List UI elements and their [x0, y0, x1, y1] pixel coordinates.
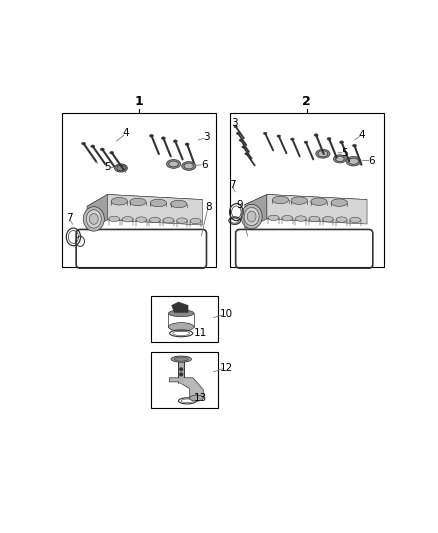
Text: 3: 3	[231, 117, 238, 127]
Ellipse shape	[171, 356, 191, 362]
Ellipse shape	[350, 217, 360, 223]
Ellipse shape	[83, 207, 104, 231]
Ellipse shape	[339, 141, 344, 143]
Ellipse shape	[290, 138, 294, 140]
Text: 8: 8	[205, 201, 212, 212]
Ellipse shape	[282, 215, 293, 221]
Ellipse shape	[161, 137, 166, 140]
Ellipse shape	[109, 216, 120, 222]
Text: 7: 7	[66, 213, 72, 223]
Ellipse shape	[86, 210, 101, 228]
Text: 4: 4	[123, 128, 129, 139]
Ellipse shape	[241, 204, 262, 229]
Polygon shape	[245, 195, 267, 229]
Text: 5: 5	[342, 148, 348, 158]
Ellipse shape	[333, 155, 346, 163]
Ellipse shape	[150, 199, 166, 207]
Text: 10: 10	[219, 309, 233, 319]
Ellipse shape	[331, 199, 347, 206]
Ellipse shape	[263, 132, 267, 134]
Ellipse shape	[110, 151, 114, 154]
Ellipse shape	[316, 149, 330, 158]
Ellipse shape	[247, 211, 256, 222]
Ellipse shape	[239, 139, 243, 141]
Ellipse shape	[327, 138, 331, 140]
Ellipse shape	[184, 163, 194, 169]
Ellipse shape	[114, 164, 127, 172]
Ellipse shape	[81, 142, 86, 145]
Ellipse shape	[174, 357, 188, 361]
Ellipse shape	[100, 148, 104, 151]
Bar	[152, 296, 218, 342]
Polygon shape	[87, 195, 202, 212]
Ellipse shape	[245, 152, 248, 155]
Polygon shape	[172, 302, 188, 312]
Ellipse shape	[190, 218, 201, 224]
Ellipse shape	[111, 198, 127, 205]
Ellipse shape	[336, 156, 344, 161]
Ellipse shape	[149, 134, 154, 137]
Ellipse shape	[242, 146, 245, 148]
Polygon shape	[170, 378, 203, 398]
Text: 6: 6	[368, 156, 375, 166]
Text: 13: 13	[194, 393, 207, 403]
Ellipse shape	[291, 197, 307, 204]
Ellipse shape	[346, 157, 361, 166]
Ellipse shape	[149, 217, 160, 223]
Ellipse shape	[169, 310, 194, 317]
Text: 3: 3	[204, 133, 210, 142]
Text: 7: 7	[229, 180, 235, 190]
Ellipse shape	[336, 217, 347, 222]
Ellipse shape	[122, 216, 133, 222]
Polygon shape	[107, 195, 202, 225]
Text: 6: 6	[201, 159, 208, 169]
Bar	[152, 352, 218, 408]
Ellipse shape	[268, 215, 279, 221]
Ellipse shape	[190, 395, 203, 401]
Circle shape	[180, 368, 183, 370]
Text: 1: 1	[134, 95, 143, 108]
Ellipse shape	[185, 143, 189, 146]
Bar	[61, 113, 216, 268]
Polygon shape	[245, 195, 367, 210]
Ellipse shape	[318, 151, 328, 157]
Text: 2: 2	[302, 95, 311, 108]
Ellipse shape	[169, 161, 178, 167]
Ellipse shape	[234, 125, 237, 128]
Text: 12: 12	[219, 362, 233, 373]
Ellipse shape	[277, 135, 281, 138]
Ellipse shape	[163, 217, 174, 223]
Ellipse shape	[295, 216, 306, 221]
Text: 5: 5	[104, 163, 111, 172]
Text: 4: 4	[359, 130, 365, 140]
Text: 9: 9	[237, 200, 243, 209]
Ellipse shape	[311, 198, 327, 205]
Ellipse shape	[309, 216, 320, 222]
Ellipse shape	[91, 145, 95, 148]
Ellipse shape	[173, 140, 177, 142]
Ellipse shape	[177, 218, 187, 223]
Ellipse shape	[170, 200, 187, 208]
Ellipse shape	[322, 216, 333, 222]
Ellipse shape	[272, 196, 289, 204]
Ellipse shape	[237, 132, 240, 134]
Polygon shape	[87, 195, 107, 230]
Ellipse shape	[348, 158, 359, 164]
Ellipse shape	[89, 214, 98, 224]
Ellipse shape	[169, 322, 194, 331]
Ellipse shape	[166, 159, 181, 168]
Text: 11: 11	[194, 328, 207, 337]
Ellipse shape	[314, 134, 318, 136]
Ellipse shape	[136, 217, 147, 222]
Polygon shape	[267, 195, 367, 224]
Ellipse shape	[304, 141, 308, 143]
Ellipse shape	[353, 144, 357, 147]
Ellipse shape	[182, 161, 196, 171]
Ellipse shape	[130, 198, 146, 206]
Bar	[230, 113, 384, 268]
Ellipse shape	[244, 207, 259, 225]
Circle shape	[180, 373, 183, 376]
